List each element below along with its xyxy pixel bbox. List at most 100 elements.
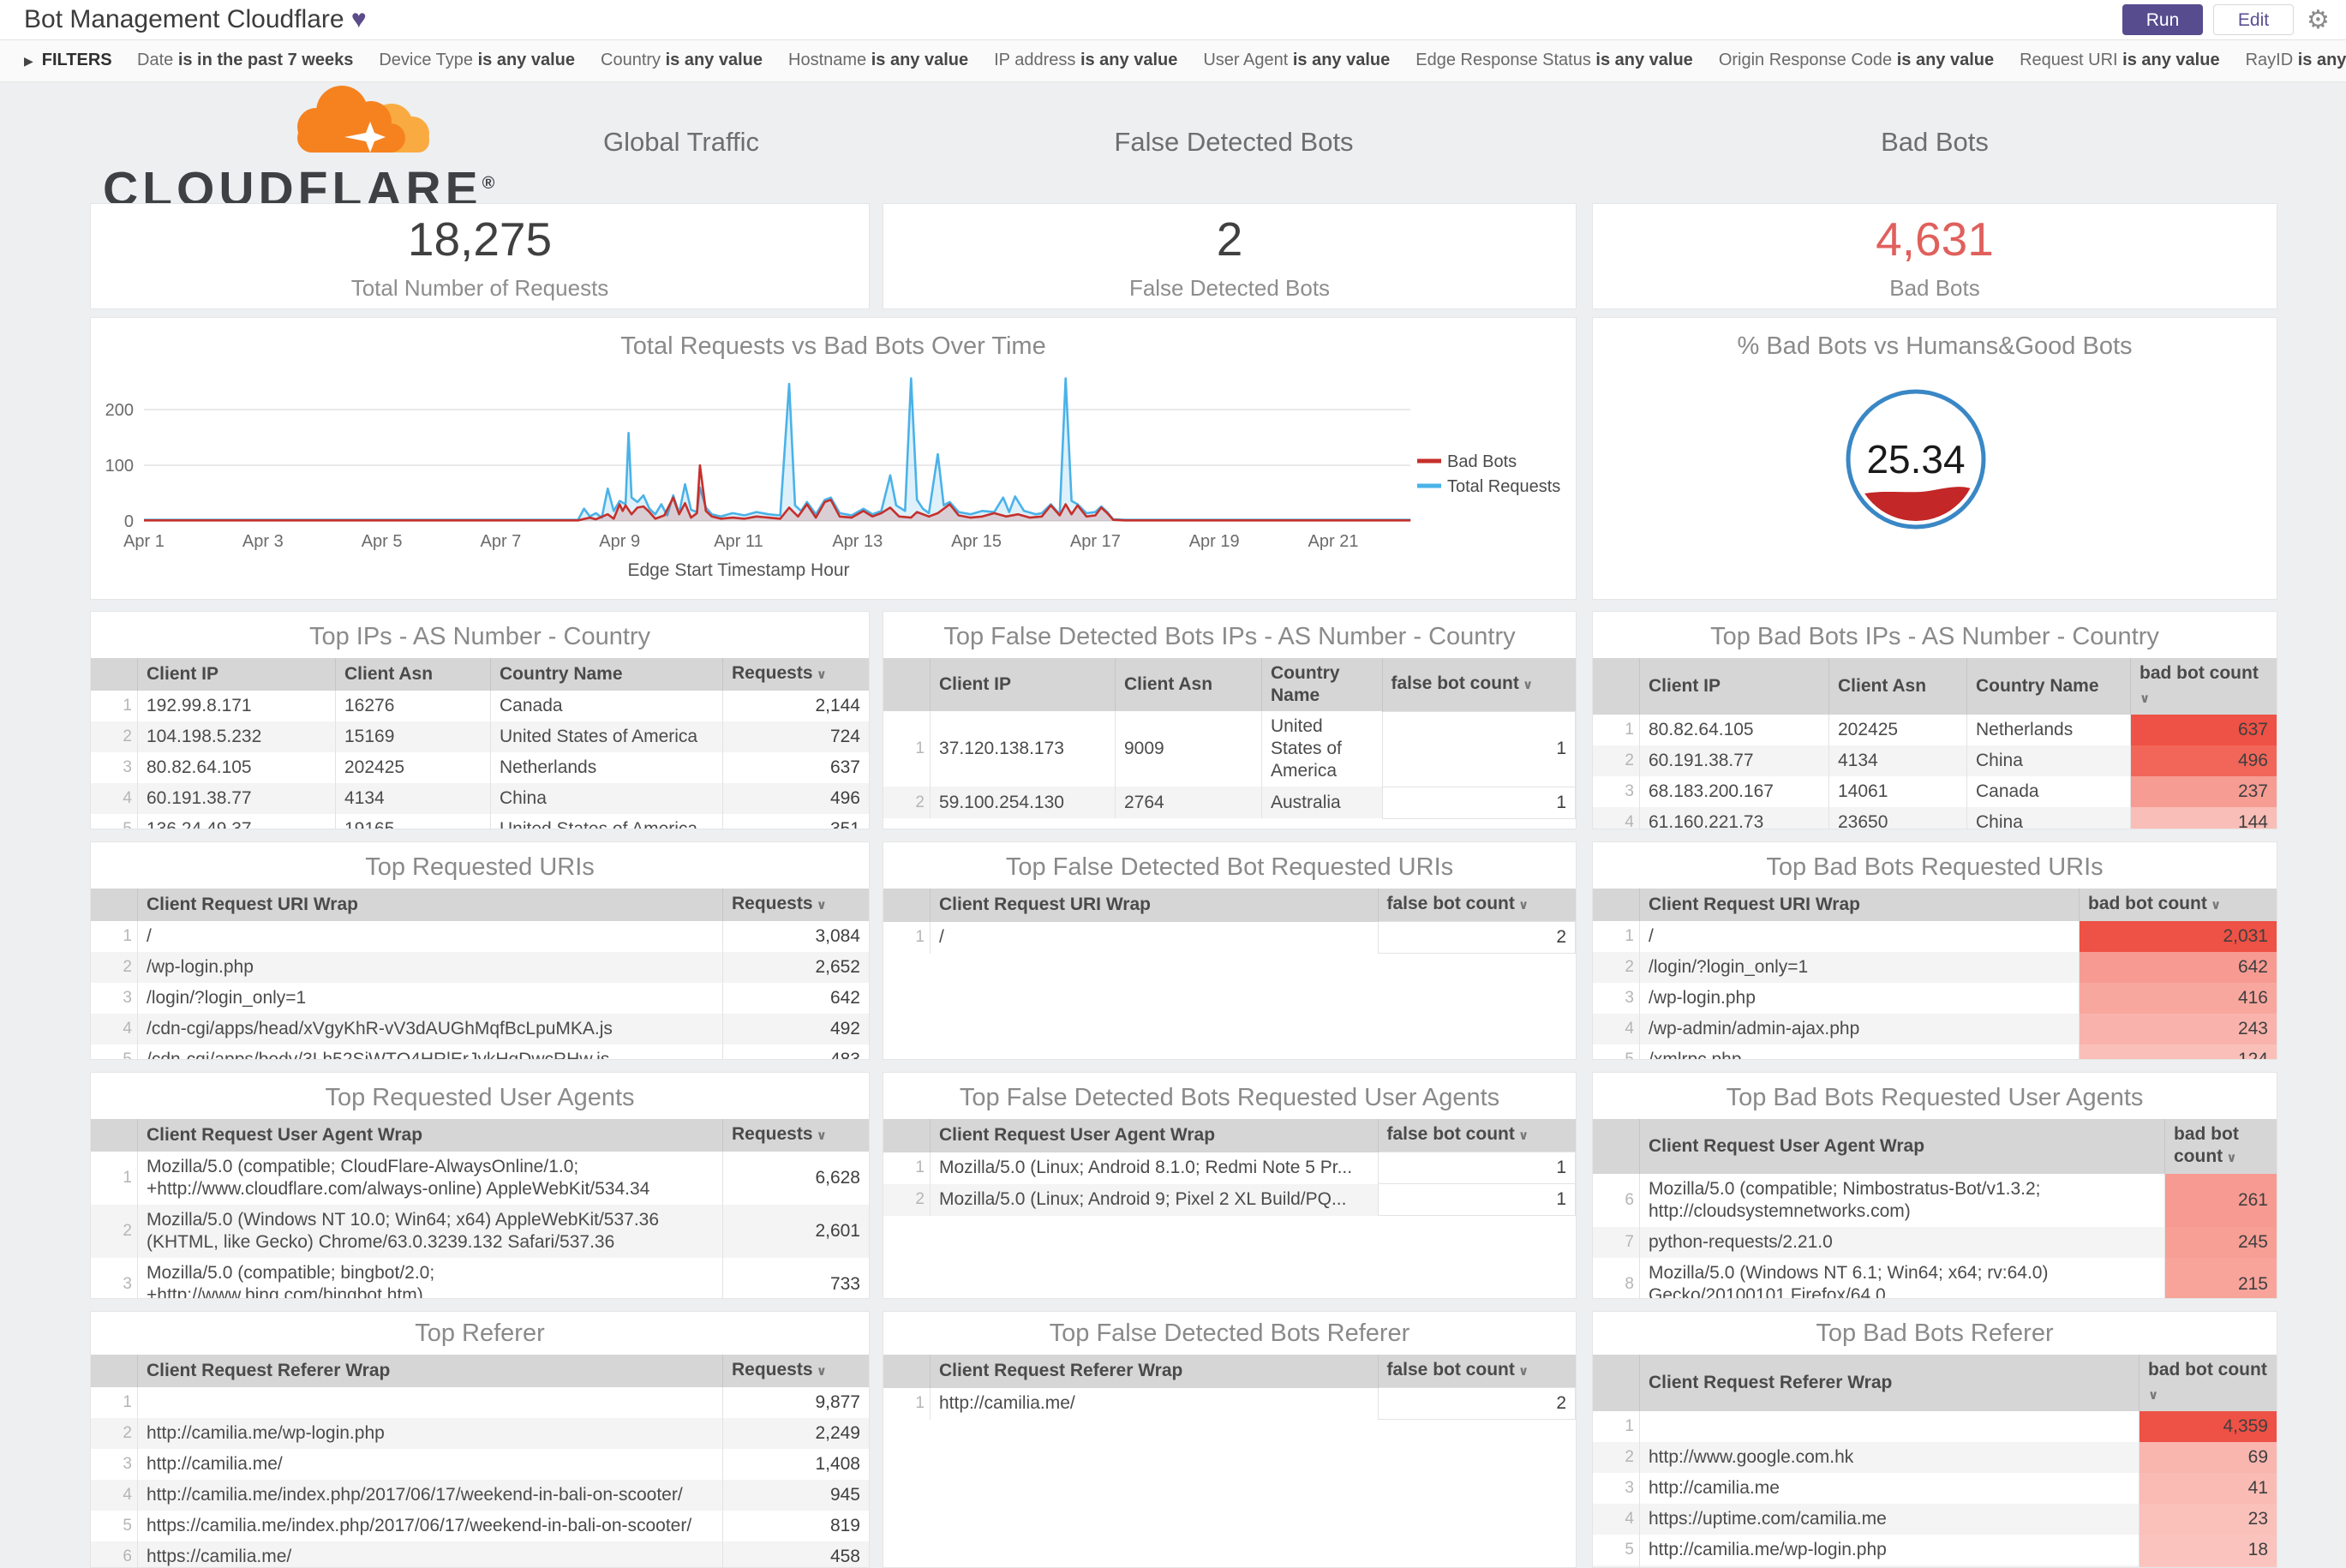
- cell[interactable]: 192.99.8.171: [137, 691, 336, 721]
- sort-caret-icon[interactable]: ∨: [2223, 1151, 2237, 1165]
- cell[interactable]: Netherlands: [490, 752, 723, 783]
- cell[interactable]: 2,652: [722, 952, 869, 983]
- cell[interactable]: 80.82.64.105: [137, 752, 336, 783]
- cell[interactable]: Mozilla/5.0 (Windows NT 10.0; Win64; x64…: [137, 1205, 723, 1258]
- cell[interactable]: https://uptime.com/camilia.me: [1639, 1504, 2140, 1535]
- cell[interactable]: /cdn-cgi/apps/body/3Lh52SjWTQ4HRlErJykHq…: [137, 1044, 723, 1059]
- cell[interactable]: 492: [722, 1014, 869, 1044]
- column-header[interactable]: Requests ∨: [722, 889, 869, 921]
- cell[interactable]: 202425: [335, 752, 491, 783]
- cell[interactable]: 3,084: [722, 921, 869, 952]
- cell[interactable]: 15169: [335, 721, 491, 752]
- cell[interactable]: 18: [2139, 1535, 2277, 1565]
- cell[interactable]: 69: [2139, 1442, 2277, 1473]
- cell[interactable]: /xmlrpc.php: [1639, 1044, 2080, 1059]
- cell[interactable]: 819: [722, 1511, 869, 1541]
- sort-caret-icon[interactable]: ∨: [2140, 691, 2151, 706]
- sort-caret-icon[interactable]: ∨: [1518, 677, 1534, 692]
- cell[interactable]: Mozilla/5.0 (compatible; Nimbostratus-Bo…: [1639, 1174, 2165, 1227]
- sort-caret-icon[interactable]: ∨: [812, 1128, 827, 1143]
- column-header[interactable]: Client IP: [137, 658, 336, 691]
- cell[interactable]: 458: [722, 1541, 869, 1567]
- cell[interactable]: /cdn-cgi/apps/head/xVgyKhR-vV3dAUGhMqfBc…: [137, 1014, 723, 1044]
- column-header[interactable]: Country Name: [490, 658, 723, 691]
- filter-item[interactable]: User Agent is any value: [1203, 51, 1390, 69]
- column-header[interactable]: false bot count ∨: [1381, 658, 1576, 711]
- cell[interactable]: 14061: [1828, 776, 1967, 807]
- cell[interactable]: python-requests/2.21.0: [1639, 1227, 2165, 1258]
- cell[interactable]: China: [1966, 807, 2131, 829]
- cell[interactable]: 124: [2079, 1044, 2277, 1059]
- column-header[interactable]: bad bot count ∨: [2130, 658, 2277, 715]
- cell[interactable]: 80.82.64.105: [1639, 715, 1829, 745]
- gear-icon[interactable]: ⚙: [2307, 6, 2330, 34]
- cell[interactable]: Mozilla/5.0 (compatible; CloudFlare-Alwa…: [137, 1152, 723, 1205]
- cell[interactable]: Mozilla/5.0 (Linux; Android 8.1.0; Redmi…: [930, 1152, 1378, 1184]
- cell[interactable]: /login/?login_only=1: [1639, 952, 2080, 983]
- sort-caret-icon[interactable]: ∨: [2206, 898, 2222, 913]
- cell[interactable]: 1: [1381, 786, 1576, 819]
- cell[interactable]: 60.191.38.77: [137, 783, 336, 814]
- edit-button[interactable]: Edit: [2213, 4, 2294, 35]
- cell[interactable]: [137, 1387, 723, 1418]
- cell[interactable]: 104.198.5.232: [137, 721, 336, 752]
- cell[interactable]: http://camilia.me/: [930, 1387, 1378, 1420]
- cell[interactable]: 2,601: [722, 1205, 869, 1258]
- column-header[interactable]: Client Request URI Wrap: [137, 889, 723, 921]
- filter-item[interactable]: RayID is any value: [2246, 51, 2346, 69]
- column-header[interactable]: Client Request Referer Wrap: [1639, 1355, 2140, 1411]
- cell[interactable]: 37.120.138.173: [930, 711, 1116, 787]
- cell[interactable]: 6,628: [722, 1152, 869, 1205]
- cell[interactable]: 642: [2079, 952, 2277, 983]
- cell[interactable]: 144: [2130, 807, 2277, 829]
- cell[interactable]: 23: [2139, 1504, 2277, 1535]
- cell[interactable]: 136.24.49.37: [137, 814, 336, 829]
- sort-caret-icon[interactable]: ∨: [812, 898, 827, 913]
- cell[interactable]: http://camilia.me: [1639, 1473, 2140, 1504]
- column-header[interactable]: Client Asn: [335, 658, 491, 691]
- cell[interactable]: 1: [1377, 1183, 1576, 1216]
- filter-item[interactable]: Request URI is any value: [2020, 51, 2219, 69]
- cell[interactable]: http://www.google.com.hk: [1639, 1442, 2140, 1473]
- column-header[interactable]: Client Request User Agent Wrap: [137, 1119, 723, 1152]
- cell[interactable]: 19165: [335, 814, 491, 829]
- cell[interactable]: /wp-admin/admin-ajax.php: [1639, 1014, 2080, 1044]
- column-header[interactable]: Client Request Referer Wrap: [930, 1355, 1378, 1388]
- column-header[interactable]: false bot count ∨: [1377, 1355, 1576, 1388]
- cell[interactable]: 4,359: [2139, 1411, 2277, 1442]
- cell[interactable]: 1: [1377, 1152, 1576, 1184]
- cell[interactable]: 945: [722, 1480, 869, 1511]
- cell[interactable]: United States of America: [1261, 711, 1382, 787]
- column-header[interactable]: Client Request User Agent Wrap: [1639, 1119, 2165, 1174]
- sort-caret-icon[interactable]: ∨: [1514, 1128, 1529, 1143]
- cell[interactable]: 2,031: [2079, 921, 2277, 952]
- cell[interactable]: /wp-login.php: [137, 952, 723, 983]
- cell[interactable]: https://camilia.me/index.php/2017/06/17/…: [137, 1511, 723, 1541]
- column-header[interactable]: Requests ∨: [722, 658, 869, 691]
- column-header[interactable]: Requests ∨: [722, 1119, 869, 1152]
- cell[interactable]: 4134: [335, 783, 491, 814]
- cell[interactable]: 4134: [1828, 745, 1967, 776]
- cell[interactable]: United States of America: [490, 814, 723, 829]
- cell[interactable]: 2: [1377, 1387, 1576, 1420]
- column-header[interactable]: Client IP: [1639, 658, 1829, 715]
- cell[interactable]: Canada: [1966, 776, 2131, 807]
- column-header[interactable]: Client Asn: [1115, 658, 1262, 711]
- cell[interactable]: 637: [722, 752, 869, 783]
- cell[interactable]: 23650: [1828, 807, 1967, 829]
- cell[interactable]: Mozilla/5.0 (Windows NT 6.1; Win64; x64;…: [1639, 1258, 2165, 1298]
- cell[interactable]: 60.191.38.77: [1639, 745, 1829, 776]
- cell[interactable]: Netherlands: [1966, 715, 2131, 745]
- cell[interactable]: http://camilia.me/index.php/2017/06/17/w…: [137, 1480, 723, 1511]
- cell[interactable]: Mozilla/5.0 (compatible; bingbot/2.0; +h…: [137, 1258, 723, 1298]
- cell[interactable]: 261: [2164, 1174, 2277, 1227]
- cell[interactable]: https://camilia.me/: [137, 1541, 723, 1567]
- cell[interactable]: 724: [722, 721, 869, 752]
- column-header[interactable]: false bot count ∨: [1377, 1119, 1576, 1152]
- cell[interactable]: 2: [1377, 921, 1576, 954]
- filter-item[interactable]: Hostname is any value: [788, 51, 968, 69]
- column-header[interactable]: Client Request Referer Wrap: [137, 1355, 723, 1387]
- cell[interactable]: 2764: [1115, 787, 1262, 818]
- cell[interactable]: 483: [722, 1044, 869, 1059]
- cell[interactable]: 637: [2130, 715, 2277, 745]
